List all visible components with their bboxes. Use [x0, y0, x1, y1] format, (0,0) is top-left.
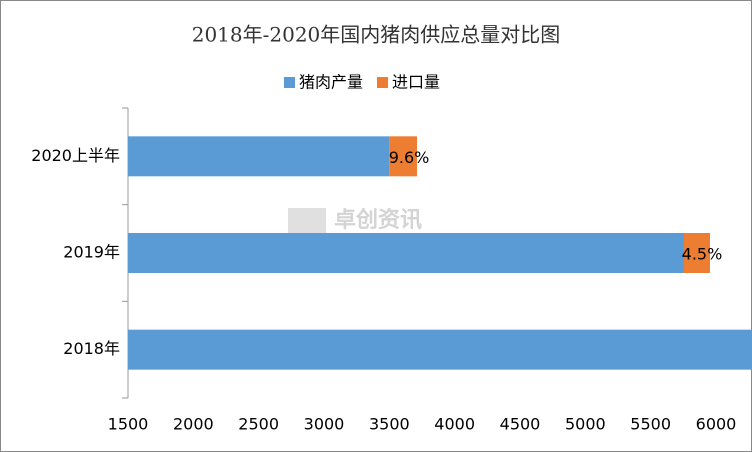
y-tick-label: 2019年	[63, 243, 120, 262]
x-tick-label: 5500	[630, 415, 671, 434]
x-tick-label: 3500	[369, 415, 410, 434]
chart-title: 2018年-2020年国内猪肉供应总量对比图	[192, 23, 561, 47]
annotation: 9.6%	[389, 148, 430, 167]
annotation: 4.5%	[682, 245, 723, 264]
legend-label: 猪肉产量	[299, 73, 363, 92]
x-tick-label: 2500	[238, 415, 279, 434]
x-tick-label: 4500	[500, 415, 541, 434]
bar-segment	[389, 136, 418, 177]
bar-segment	[128, 329, 752, 370]
y-tick-label: 2020上半年	[31, 146, 120, 165]
bar-segment	[128, 136, 390, 177]
legend-swatch	[377, 77, 389, 88]
watermark-group: 卓创资讯	[288, 208, 422, 234]
x-tick-label: 2000	[173, 415, 214, 434]
x-tick-label: 1500	[108, 415, 149, 434]
x-tick-label: 4000	[434, 415, 475, 434]
watermark-logo	[288, 208, 326, 234]
x-tick-label: 5000	[565, 415, 606, 434]
y-tick-label: 2018年	[63, 339, 120, 358]
legend-label: 进口量	[392, 73, 440, 92]
x-tick-label: 3000	[304, 415, 345, 434]
x-tick-label: 6000	[696, 415, 737, 434]
watermark: 卓创资讯	[334, 208, 422, 233]
bar-segment	[128, 233, 684, 273]
legend-swatch	[284, 77, 295, 88]
bar-segment	[683, 233, 710, 273]
